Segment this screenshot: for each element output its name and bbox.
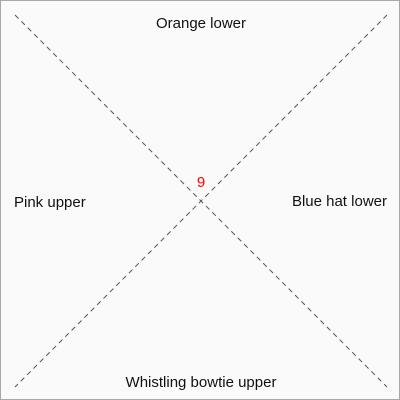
label-bottom: Whistling bowtie upper [125,374,277,391]
diagonal-line-ascending [14,14,388,388]
center-value: 9 [196,174,206,191]
label-left: Pink upper [14,194,86,211]
label-top: Orange lower [155,15,247,32]
label-right: Blue hat lower [291,193,387,210]
